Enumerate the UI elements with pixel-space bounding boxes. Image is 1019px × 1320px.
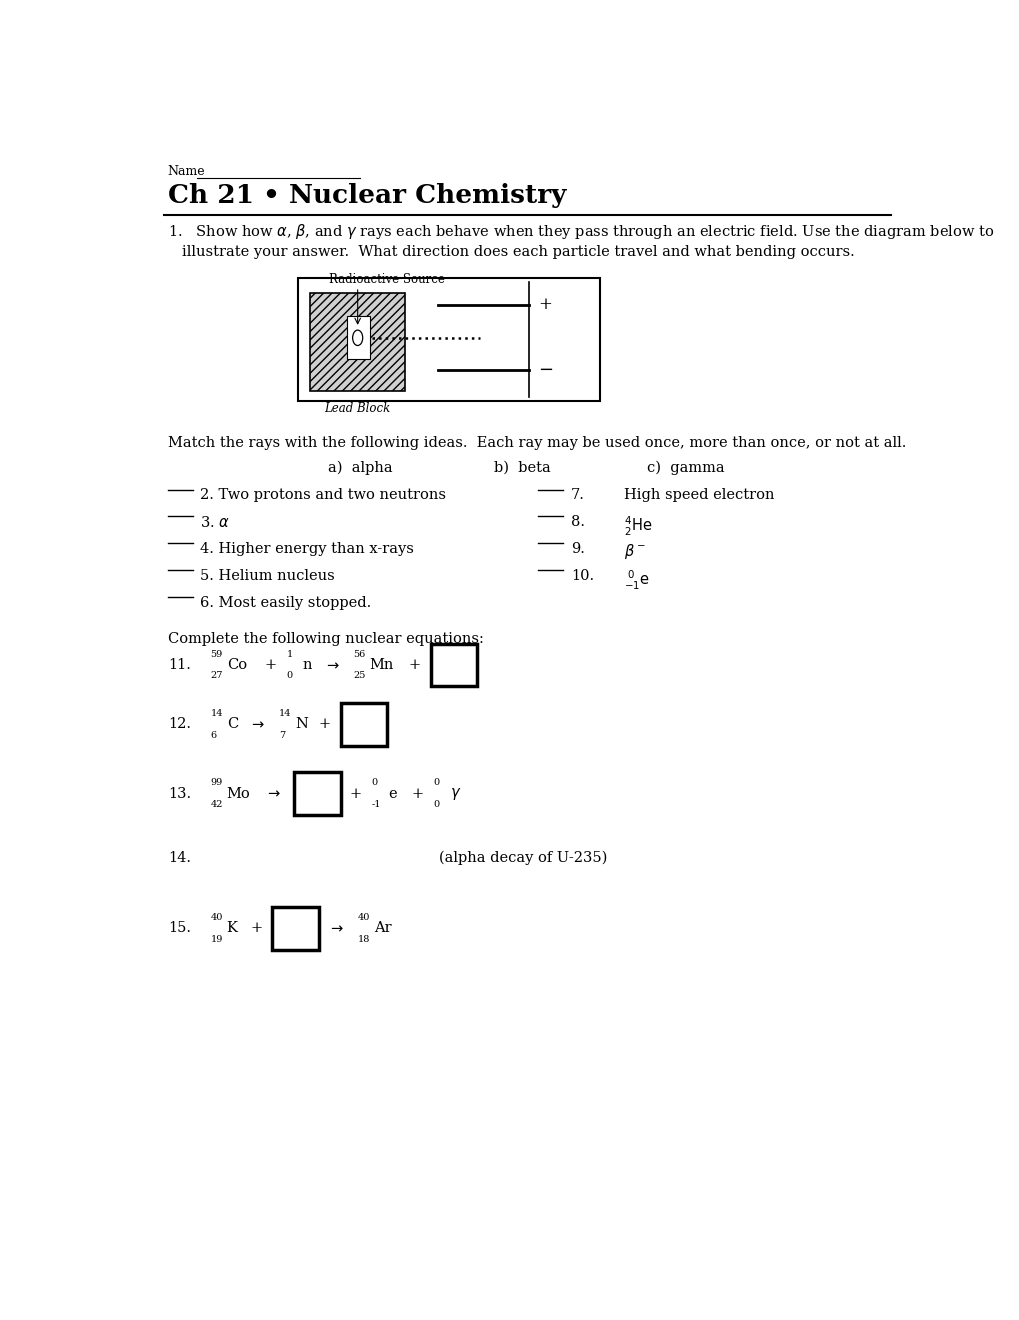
Text: +: +: [409, 659, 421, 672]
Text: Ch 21 • Nuclear Chemistry: Ch 21 • Nuclear Chemistry: [168, 183, 566, 209]
Text: 14.: 14.: [168, 850, 191, 865]
Text: 6. Most easily stopped.: 6. Most easily stopped.: [200, 595, 371, 610]
Text: +: +: [251, 921, 263, 936]
Text: 5. Helium nucleus: 5. Helium nucleus: [200, 569, 335, 583]
Text: 8.: 8.: [571, 515, 584, 529]
Text: c)  gamma: c) gamma: [646, 461, 723, 475]
Text: 99: 99: [210, 779, 222, 788]
Bar: [346, 317, 370, 359]
Text: 1.   Show how $\alpha$, $\beta$, and $\gamma$ rays each behave when they pass th: 1. Show how $\alpha$, $\beta$, and $\gam…: [168, 222, 994, 240]
Bar: [272, 907, 319, 949]
Text: Mo: Mo: [226, 787, 251, 801]
Text: 7: 7: [278, 730, 284, 739]
Text: 56: 56: [353, 649, 365, 659]
Text: 18: 18: [358, 935, 370, 944]
Text: +: +: [264, 659, 276, 672]
Bar: [310, 293, 405, 391]
Text: Lead Block: Lead Block: [324, 401, 390, 414]
Text: 2. Two protons and two neutrons: 2. Two protons and two neutrons: [200, 488, 446, 502]
Text: $\gamma$: $\gamma$: [449, 785, 461, 801]
Text: Match the rays with the following ideas.  Each ray may be used once, more than o: Match the rays with the following ideas.…: [168, 436, 905, 450]
Text: n: n: [303, 659, 312, 672]
Text: $\rightarrow$: $\rightarrow$: [323, 659, 339, 672]
Text: $\rightarrow$: $\rightarrow$: [328, 921, 344, 936]
Text: 3. $\alpha$: 3. $\alpha$: [200, 515, 230, 529]
Text: N: N: [294, 717, 308, 731]
Text: 12.: 12.: [168, 717, 191, 731]
Text: −: −: [538, 362, 553, 379]
Text: $^4_2\mathrm{He}$: $^4_2\mathrm{He}$: [623, 515, 651, 539]
Text: K: K: [226, 921, 237, 936]
Text: $^{\ 0}_{-1}\mathrm{e}$: $^{\ 0}_{-1}\mathrm{e}$: [623, 569, 649, 591]
Text: 40: 40: [358, 913, 370, 923]
Text: (alpha decay of U-235): (alpha decay of U-235): [438, 850, 606, 865]
Bar: [298, 277, 599, 401]
Text: -1: -1: [371, 800, 381, 809]
Text: +: +: [412, 787, 424, 801]
Text: 40: 40: [210, 913, 222, 923]
Ellipse shape: [353, 330, 363, 346]
Text: High speed electron: High speed electron: [623, 488, 773, 502]
Text: e: e: [387, 787, 396, 801]
Text: 0: 0: [371, 779, 377, 788]
Text: 11.: 11.: [168, 659, 191, 672]
Text: 14: 14: [210, 709, 223, 718]
Text: 19: 19: [210, 935, 222, 944]
Text: +: +: [350, 787, 362, 801]
Text: 9.: 9.: [571, 543, 584, 556]
Text: illustrate your answer.  What direction does each particle travel and what bendi: illustrate your answer. What direction d…: [181, 244, 854, 259]
Text: +: +: [319, 717, 331, 731]
Text: 15.: 15.: [168, 921, 191, 936]
Text: a)  alpha: a) alpha: [327, 461, 392, 475]
Text: Mn: Mn: [369, 659, 393, 672]
Text: 27: 27: [210, 671, 223, 680]
Text: Complete the following nuclear equations:: Complete the following nuclear equations…: [168, 632, 483, 645]
Text: $\beta^-$: $\beta^-$: [623, 543, 645, 561]
Text: +: +: [538, 296, 551, 313]
Text: 42: 42: [210, 800, 223, 809]
Bar: [340, 704, 387, 746]
Text: b)  beta: b) beta: [494, 461, 550, 475]
Text: 59: 59: [210, 649, 222, 659]
Text: 10.: 10.: [571, 569, 593, 583]
Text: 4. Higher energy than x-rays: 4. Higher energy than x-rays: [200, 543, 414, 556]
Text: 6: 6: [210, 730, 216, 739]
Text: 1: 1: [286, 649, 292, 659]
Bar: [293, 772, 340, 814]
Text: 0: 0: [433, 779, 439, 788]
Text: 7.: 7.: [571, 488, 584, 502]
Text: 14: 14: [278, 709, 290, 718]
Text: $\rightarrow$: $\rightarrow$: [249, 717, 265, 731]
Text: C: C: [226, 717, 237, 731]
Text: 25: 25: [353, 671, 365, 680]
Text: 0: 0: [286, 671, 292, 680]
Text: Co: Co: [226, 659, 247, 672]
Text: 0: 0: [433, 800, 439, 809]
Text: Radioactive Source: Radioactive Source: [329, 273, 444, 286]
Text: Ar: Ar: [374, 921, 391, 936]
Text: 13.: 13.: [168, 787, 191, 801]
Text: $\rightarrow$: $\rightarrow$: [264, 787, 281, 801]
Text: Name: Name: [168, 165, 205, 178]
Bar: [430, 644, 477, 686]
